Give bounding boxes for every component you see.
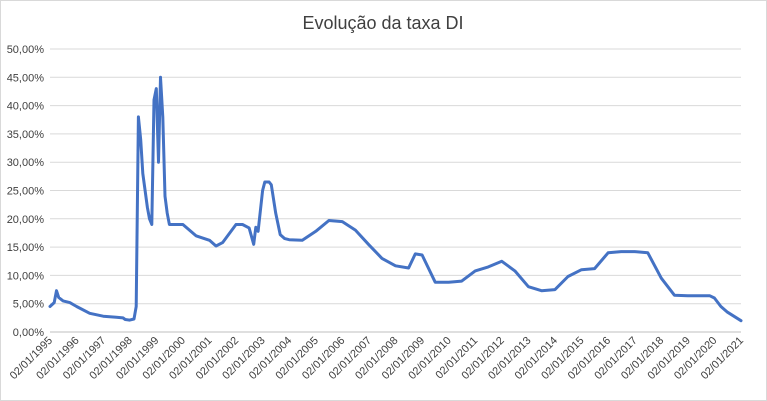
taxa-di-series-line: [48, 75, 743, 323]
y-tick-label: 30,00%: [7, 157, 45, 169]
y-tick-label: 15,00%: [7, 242, 45, 254]
y-tick-label: 10,00%: [7, 270, 45, 282]
gridlines: [50, 48, 741, 333]
y-axis-tick-labels: 0,00% 5,00% 10,00% 15,00% 20,00% 25,00% 30,00%…: [7, 44, 45, 339]
y-tick-label: 20,00%: [7, 214, 45, 226]
y-tick-label: 50,00%: [7, 44, 45, 56]
y-tick-label: 0,00%: [13, 327, 44, 339]
y-tick-label: 25,00%: [7, 186, 45, 198]
y-tick-label: 35,00%: [7, 129, 45, 141]
y-tick-label: 45,00%: [7, 72, 45, 84]
chart-title: Evolução da taxa DI: [302, 13, 463, 33]
y-tick-label: 5,00%: [13, 299, 44, 311]
y-tick-label: 40,00%: [7, 101, 45, 113]
series-layer: [48, 75, 743, 323]
